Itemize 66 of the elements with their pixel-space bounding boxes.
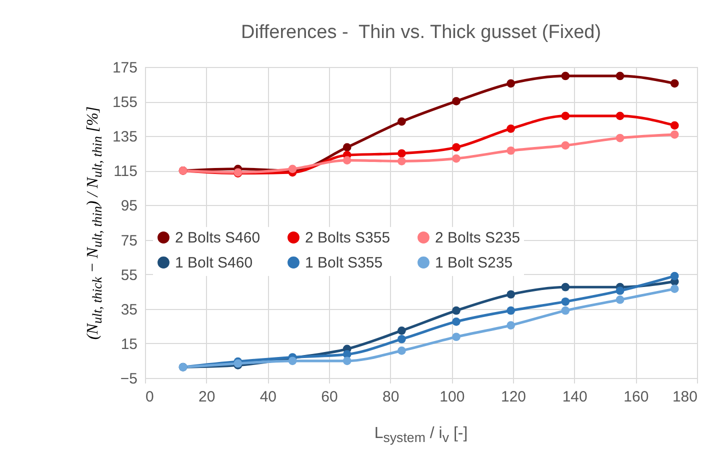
point — [397, 346, 406, 355]
point — [670, 130, 679, 139]
point — [342, 356, 352, 366]
point — [616, 286, 624, 295]
y-tick-label: −5 — [120, 370, 138, 388]
y-tick-label: 35 — [120, 301, 138, 318]
chart-title: Differences - Thin vs. Thick gusset (Fixed) — [240, 22, 602, 43]
y-tick-label: 95 — [120, 198, 138, 215]
point — [561, 141, 570, 150]
point — [288, 356, 297, 366]
point — [561, 112, 570, 120]
point — [561, 282, 570, 292]
point — [670, 79, 679, 88]
point — [561, 72, 570, 80]
point — [616, 72, 624, 80]
legend-label: 1 Bolt S235 — [435, 254, 513, 272]
x-tick-label: 100 — [440, 388, 465, 406]
point — [506, 146, 516, 155]
legend-label: 1 Bolt S355 — [305, 254, 383, 272]
point — [452, 306, 460, 315]
x-tick-label: 160 — [624, 388, 649, 406]
y-tick-label: 175 — [112, 60, 138, 76]
point — [452, 154, 460, 163]
legend-label: 1 Bolt S460 — [175, 254, 253, 272]
point — [452, 318, 460, 326]
point — [506, 306, 516, 315]
point — [452, 332, 460, 342]
point — [342, 143, 352, 152]
point — [561, 297, 570, 306]
point — [397, 334, 406, 344]
point — [452, 143, 460, 152]
y-tick-label: 15 — [120, 336, 138, 353]
x-tick-label: 120 — [500, 388, 526, 406]
point — [397, 117, 406, 126]
y-tick-label: 155 — [112, 94, 138, 112]
point — [506, 321, 516, 330]
point — [342, 156, 352, 164]
x-tick-label: 0 — [146, 388, 154, 406]
point — [616, 296, 624, 304]
legend-label: 2 Bolts S355 — [305, 230, 390, 247]
y-tick-label: 115 — [114, 163, 138, 180]
point — [397, 326, 406, 335]
point — [397, 156, 406, 166]
y-tick-label: 75 — [120, 232, 138, 250]
point — [670, 284, 679, 294]
point — [670, 121, 679, 130]
x-tick-label: 60 — [321, 388, 338, 406]
x-tick-label: 20 — [198, 388, 216, 406]
point — [506, 79, 516, 88]
point — [616, 112, 624, 120]
y-tick-label: 135 — [112, 128, 138, 146]
point — [561, 306, 570, 315]
point — [452, 97, 460, 106]
point — [397, 149, 406, 158]
legend-label: 2 Bolts S460 — [175, 230, 260, 247]
x-tick-label: 40 — [260, 388, 277, 406]
legend-label: 2 Bolts S235 — [435, 230, 520, 247]
point — [616, 134, 624, 142]
point — [506, 124, 516, 133]
x-axis-title: L$_{system}$ / i$_{v}$ [-] — [374, 425, 468, 446]
x-tick-label: 180 — [672, 388, 698, 406]
x-tick-label: 140 — [562, 388, 588, 406]
x-tick-label: 80 — [382, 388, 400, 406]
point — [506, 290, 516, 299]
point — [670, 272, 679, 280]
y-tick-label: 55 — [120, 266, 138, 284]
